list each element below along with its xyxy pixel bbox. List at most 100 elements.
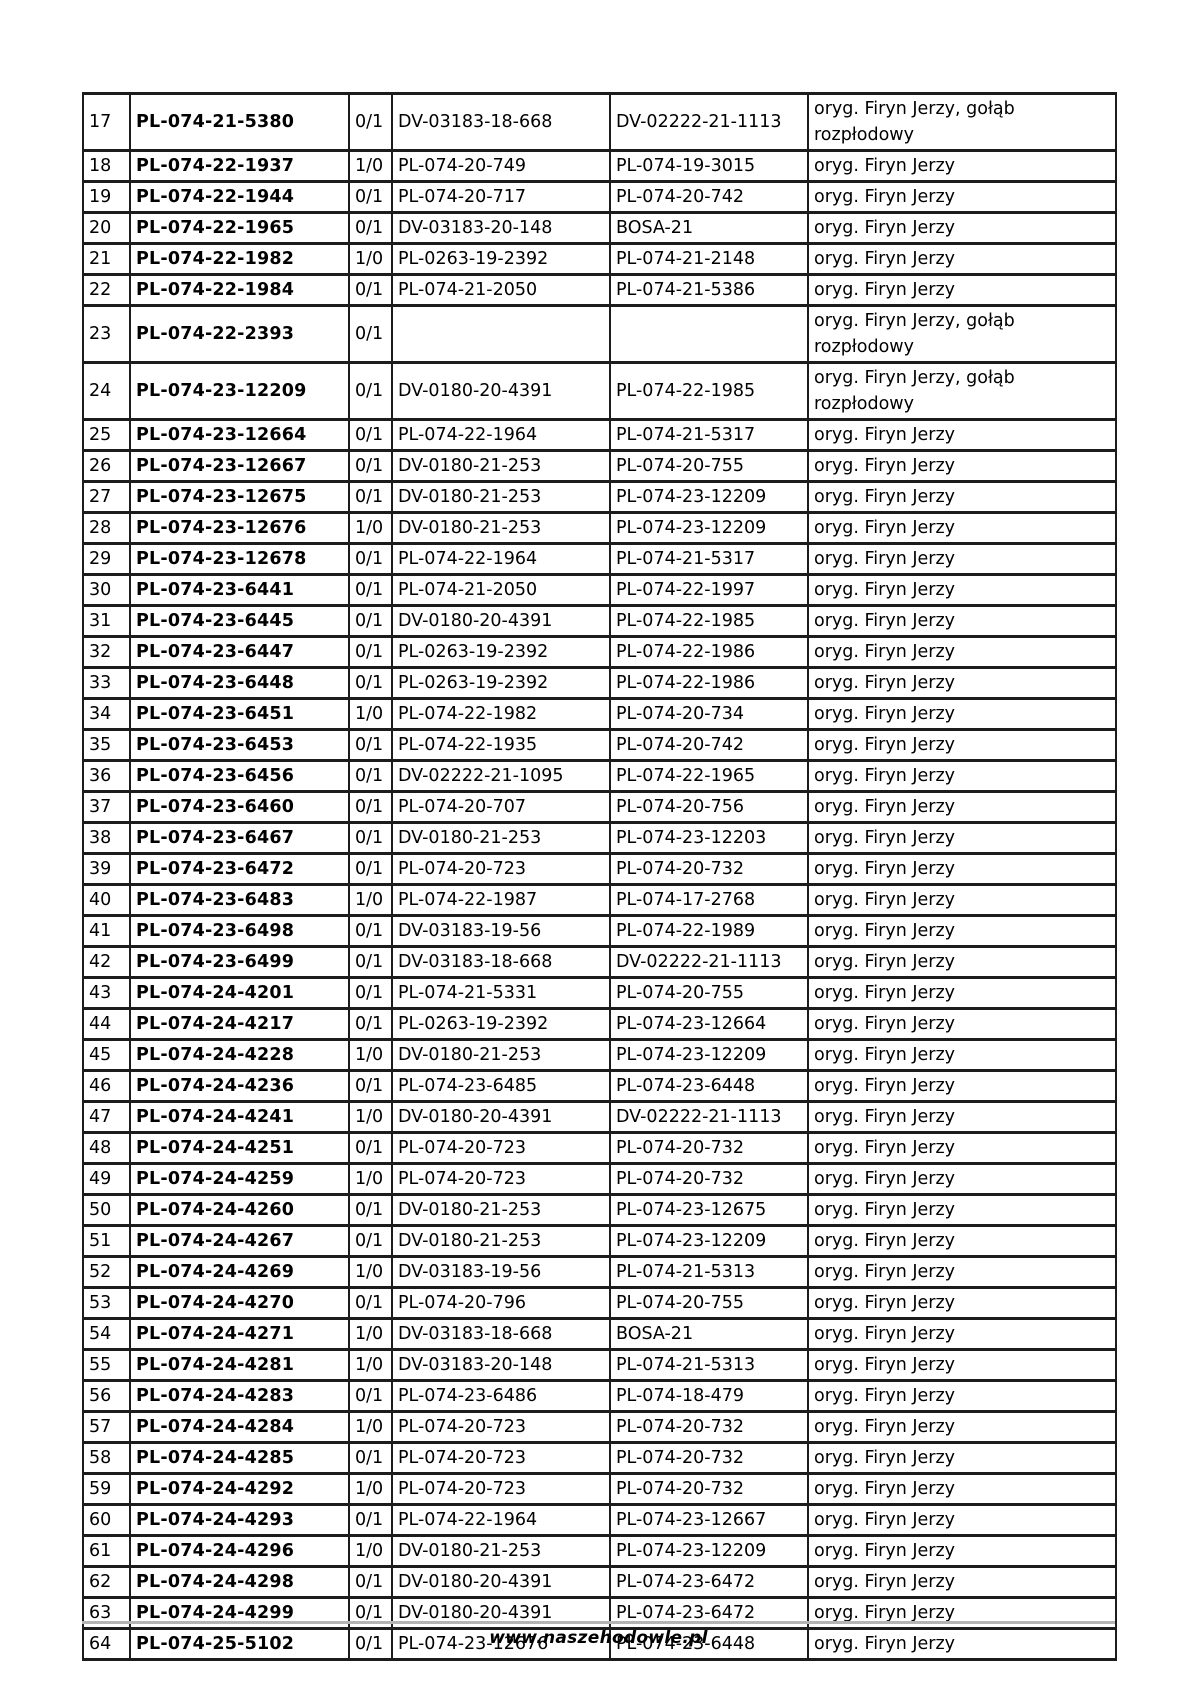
cell-remarks: oryg. Firyn Jerzy xyxy=(807,1596,1117,1630)
cell-sex-ratio: 0/1 xyxy=(348,1503,393,1537)
cell-sex-ratio: 0/1 xyxy=(348,1565,393,1599)
cell-father-ring: DV-0180-21-253 xyxy=(391,511,611,545)
cell-ring-number: PL-074-23-12209 xyxy=(129,361,350,421)
cell-sex-ratio: 1/0 xyxy=(348,511,393,545)
cell-remarks: oryg. Firyn Jerzy xyxy=(807,1038,1117,1072)
table-row: 51 PL-074-24-4267 0/1 DV-0180-21-253 PL-074-… xyxy=(82,1224,1117,1258)
cell-ring-number: PL-074-24-4293 xyxy=(129,1503,350,1537)
cell-ring-number: PL-074-24-4201 xyxy=(129,976,350,1010)
cell-remarks: oryg. Firyn Jerzy xyxy=(807,1348,1117,1382)
table-row: 18 PL-074-22-1937 1/0 PL-074-20-749 PL-074-1… xyxy=(82,149,1117,183)
table-row: 19 PL-074-22-1944 0/1 PL-074-20-717 PL-074-2… xyxy=(82,180,1117,214)
cell-sex-ratio: 0/1 xyxy=(348,1627,393,1661)
cell-sex-ratio: 1/0 xyxy=(348,149,393,183)
cell-mother-ring: PL-074-20-755 xyxy=(609,449,809,483)
cell-ring-number: PL-074-23-12678 xyxy=(129,542,350,576)
cell-father-ring: PL-074-20-723 xyxy=(391,1410,611,1444)
cell-remarks: oryg. Firyn Jerzy, gołąb rozpłodowy xyxy=(807,304,1117,364)
table-row: 58 PL-074-24-4285 0/1 PL-074-20-723 PL-074-2… xyxy=(82,1441,1117,1475)
table-row: 17 PL-074-21-5380 0/1 DV-03183-18-668 DV-022… xyxy=(82,92,1117,152)
table-row: 36 PL-074-23-6456 0/1 DV-02222-21-1095 PL-07… xyxy=(82,759,1117,793)
cell-mother-ring: PL-074-21-5313 xyxy=(609,1255,809,1289)
cell-sex-ratio: 1/0 xyxy=(348,1317,393,1351)
cell-row-number: 20 xyxy=(82,211,131,245)
cell-father-ring: DV-0180-21-253 xyxy=(391,1193,611,1227)
cell-father-ring: DV-0180-21-253 xyxy=(391,1038,611,1072)
cell-sex-ratio: 0/1 xyxy=(348,361,393,421)
cell-remarks: oryg. Firyn Jerzy xyxy=(807,273,1117,307)
cell-ring-number: PL-074-23-6453 xyxy=(129,728,350,762)
cell-sex-ratio: 1/0 xyxy=(348,1255,393,1289)
cell-row-number: 41 xyxy=(82,914,131,948)
cell-row-number: 25 xyxy=(82,418,131,452)
cell-ring-number: PL-074-24-4296 xyxy=(129,1534,350,1568)
table-row: 45 PL-074-24-4228 1/0 DV-0180-21-253 PL-074-… xyxy=(82,1038,1117,1072)
cell-ring-number: PL-074-24-4281 xyxy=(129,1348,350,1382)
cell-sex-ratio: 0/1 xyxy=(348,976,393,1010)
cell-mother-ring: DV-02222-21-1113 xyxy=(609,1100,809,1134)
table-row: 42 PL-074-23-6499 0/1 DV-03183-18-668 DV-022… xyxy=(82,945,1117,979)
cell-sex-ratio: 0/1 xyxy=(348,1193,393,1227)
cell-mother-ring: PL-074-20-755 xyxy=(609,976,809,1010)
cell-row-number: 58 xyxy=(82,1441,131,1475)
cell-sex-ratio: 0/1 xyxy=(348,180,393,214)
cell-ring-number: PL-074-23-12675 xyxy=(129,480,350,514)
cell-row-number: 34 xyxy=(82,697,131,731)
cell-father-ring xyxy=(391,304,611,364)
cell-row-number: 19 xyxy=(82,180,131,214)
cell-father-ring: PL-074-22-1964 xyxy=(391,542,611,576)
cell-ring-number: PL-074-23-6472 xyxy=(129,852,350,886)
table-row: 40 PL-074-23-6483 1/0 PL-074-22-1987 PL-074-… xyxy=(82,883,1117,917)
cell-mother-ring: PL-074-20-742 xyxy=(609,180,809,214)
cell-father-ring: DV-0180-21-253 xyxy=(391,480,611,514)
cell-father-ring: DV-0180-20-4391 xyxy=(391,1596,611,1630)
table-row: 47 PL-074-24-4241 1/0 DV-0180-20-4391 DV-022… xyxy=(82,1100,1117,1134)
cell-father-ring: DV-03183-18-668 xyxy=(391,945,611,979)
cell-row-number: 45 xyxy=(82,1038,131,1072)
cell-remarks: oryg. Firyn Jerzy xyxy=(807,945,1117,979)
cell-mother-ring: BOSA-21 xyxy=(609,211,809,245)
cell-remarks: oryg. Firyn Jerzy xyxy=(807,1162,1117,1196)
cell-sex-ratio: 1/0 xyxy=(348,1100,393,1134)
table-row: 29 PL-074-23-12678 0/1 PL-074-22-1964 PL-074… xyxy=(82,542,1117,576)
cell-mother-ring: PL-074-23-6448 xyxy=(609,1069,809,1103)
cell-sex-ratio: 0/1 xyxy=(348,542,393,576)
cell-mother-ring: PL-074-22-1985 xyxy=(609,361,809,421)
table-row: 23 PL-074-22-2393 0/1 oryg. Firyn Jerzy, go… xyxy=(82,304,1117,364)
cell-ring-number: PL-074-22-1965 xyxy=(129,211,350,245)
cell-ring-number: PL-074-24-4228 xyxy=(129,1038,350,1072)
cell-father-ring: PL-0263-19-2392 xyxy=(391,1007,611,1041)
cell-sex-ratio: 0/1 xyxy=(348,92,393,152)
cell-mother-ring: PL-074-23-12209 xyxy=(609,1038,809,1072)
cell-father-ring: DV-0180-21-253 xyxy=(391,821,611,855)
cell-row-number: 26 xyxy=(82,449,131,483)
cell-remarks: oryg. Firyn Jerzy xyxy=(807,914,1117,948)
table-row: 35 PL-074-23-6453 0/1 PL-074-22-1935 PL-074-… xyxy=(82,728,1117,762)
cell-remarks: oryg. Firyn Jerzy xyxy=(807,211,1117,245)
cell-mother-ring: PL-074-20-734 xyxy=(609,697,809,731)
cell-sex-ratio: 0/1 xyxy=(348,759,393,793)
cell-ring-number: PL-074-22-1984 xyxy=(129,273,350,307)
cell-row-number: 38 xyxy=(82,821,131,855)
table-row: 59 PL-074-24-4292 1/0 PL-074-20-723 PL-074-2… xyxy=(82,1472,1117,1506)
cell-remarks: oryg. Firyn Jerzy xyxy=(807,573,1117,607)
cell-father-ring: PL-074-20-723 xyxy=(391,1441,611,1475)
cell-mother-ring: PL-074-23-12664 xyxy=(609,1007,809,1041)
cell-mother-ring: PL-074-20-742 xyxy=(609,728,809,762)
cell-sex-ratio: 0/1 xyxy=(348,1441,393,1475)
cell-ring-number: PL-074-25-5102 xyxy=(129,1627,350,1661)
cell-sex-ratio: 0/1 xyxy=(348,480,393,514)
cell-remarks: oryg. Firyn Jerzy xyxy=(807,511,1117,545)
cell-father-ring: PL-074-20-723 xyxy=(391,852,611,886)
cell-sex-ratio: 0/1 xyxy=(348,1286,393,1320)
cell-sex-ratio: 0/1 xyxy=(348,1007,393,1041)
table-row: 37 PL-074-23-6460 0/1 PL-074-20-707 PL-074-2… xyxy=(82,790,1117,824)
cell-mother-ring: PL-074-20-732 xyxy=(609,1131,809,1165)
table-row: 43 PL-074-24-4201 0/1 PL-074-21-5331 PL-074-… xyxy=(82,976,1117,1010)
cell-ring-number: PL-074-23-12676 xyxy=(129,511,350,545)
table-row: 60 PL-074-24-4293 0/1 PL-074-22-1964 PL-074-… xyxy=(82,1503,1117,1537)
cell-father-ring: PL-074-22-1964 xyxy=(391,418,611,452)
cell-row-number: 40 xyxy=(82,883,131,917)
cell-row-number: 39 xyxy=(82,852,131,886)
